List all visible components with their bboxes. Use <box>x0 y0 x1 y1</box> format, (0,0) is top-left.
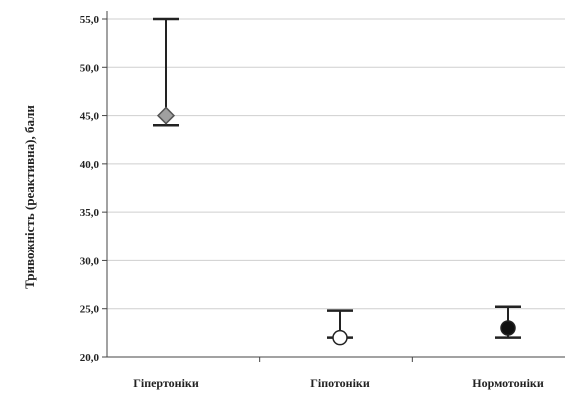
data-point-group <box>153 17 179 127</box>
y-tick-label: 45,0 <box>80 111 100 123</box>
axes <box>106 11 565 362</box>
y-tick-label: 40,0 <box>80 159 100 171</box>
x-category-label: Гіпотоніки <box>310 376 370 390</box>
series <box>153 17 521 346</box>
data-point-group <box>495 305 521 339</box>
data-point-marker <box>156 106 176 125</box>
y-axis-title: Тривожність (реактивна), бали <box>22 105 37 289</box>
y-tick-label: 50,0 <box>80 62 100 74</box>
data-point-group <box>327 309 353 346</box>
y-tick-label: 30,0 <box>80 255 100 267</box>
y-tick-label: 25,0 <box>80 304 100 316</box>
y-tick-label: 55,0 <box>80 14 100 26</box>
data-point-marker <box>332 329 348 346</box>
y-ticks: 20,0 25,0 30,0 35,0 40,0 45,0 50,0 55,0 <box>80 14 107 364</box>
x-category-label: Нормотоніки <box>472 376 544 390</box>
y-tick-label: 35,0 <box>80 207 100 219</box>
y-tick-label: 20,0 <box>80 352 100 364</box>
data-point-marker <box>500 320 516 336</box>
x-category-label: Гіпертоніки <box>133 376 199 390</box>
x-labels: Гіпертоніки Гіпотоніки Нормотоніки <box>133 376 544 390</box>
grid-lines <box>107 18 565 310</box>
